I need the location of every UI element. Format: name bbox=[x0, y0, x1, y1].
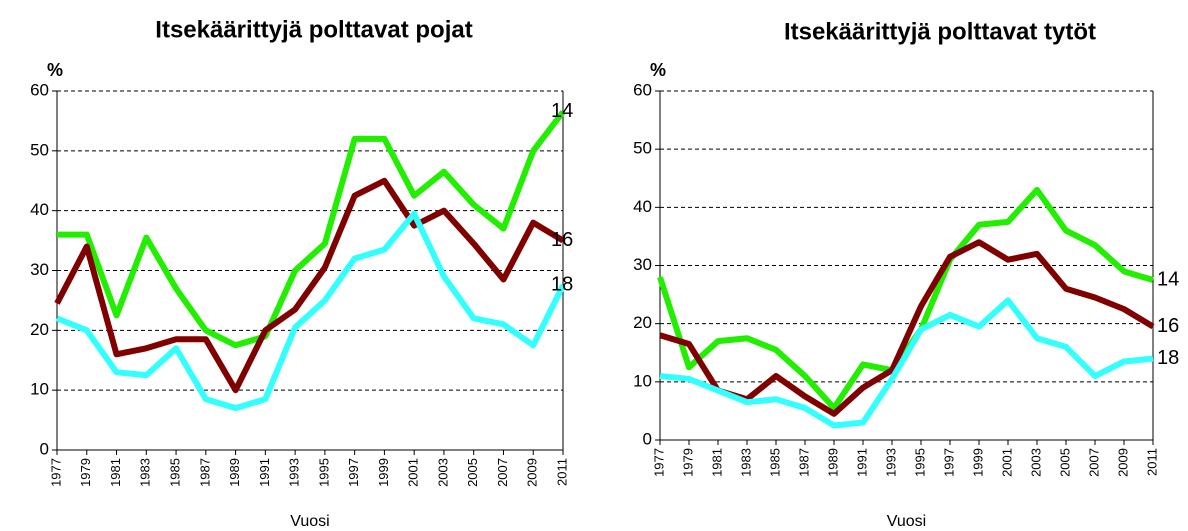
x-tick-label: 1991 bbox=[257, 458, 272, 487]
x-tick-label: 1989 bbox=[825, 448, 840, 477]
series-label: 14 bbox=[1157, 268, 1179, 290]
line-series bbox=[659, 297, 1154, 429]
y-axis-label: % bbox=[47, 60, 63, 80]
y-tick-label: 50 bbox=[633, 139, 652, 158]
x-tick-label: 2003 bbox=[1028, 448, 1043, 477]
y-axis-label: % bbox=[650, 60, 666, 80]
x-tick-label: 1997 bbox=[346, 458, 361, 487]
x-tick-label: 2007 bbox=[1086, 448, 1101, 477]
x-tick-label: 1995 bbox=[316, 458, 331, 487]
x-tick-label: 1987 bbox=[796, 448, 811, 477]
x-tick-label: 1991 bbox=[854, 448, 869, 477]
x-tick-label: 1981 bbox=[709, 448, 724, 477]
x-tick-label: 1977 bbox=[651, 448, 666, 477]
x-tick-label: 2011 bbox=[554, 458, 569, 486]
line-series bbox=[55, 210, 566, 412]
y-tick-label: 40 bbox=[30, 200, 49, 219]
x-tick-label: 1985 bbox=[767, 448, 782, 477]
y-tick-label: 20 bbox=[633, 313, 652, 332]
x-tick-label: 2003 bbox=[435, 458, 450, 487]
y-tick-label: 10 bbox=[633, 371, 652, 390]
x-tick-label: 1997 bbox=[941, 448, 956, 477]
x-tick-label: 2007 bbox=[495, 458, 510, 487]
x-tick-label: 1989 bbox=[227, 458, 242, 487]
line-series bbox=[54, 177, 565, 394]
series-label: 18 bbox=[1157, 347, 1179, 369]
y-tick-label: 0 bbox=[643, 429, 652, 448]
x-tick-label: 2011 bbox=[1144, 448, 1159, 476]
x-axis-label: Vuosi bbox=[290, 513, 329, 530]
y-tick-label: 10 bbox=[30, 380, 49, 399]
y-tick-label: 60 bbox=[30, 80, 49, 99]
x-tick-label: 2001 bbox=[999, 448, 1014, 477]
x-tick-label: 2009 bbox=[525, 458, 540, 487]
x-tick-label: 1993 bbox=[287, 458, 302, 487]
line-series bbox=[657, 186, 1154, 412]
x-tick-label: 2005 bbox=[465, 458, 480, 487]
series-label: 18 bbox=[551, 274, 573, 296]
x-tick-label: 1995 bbox=[912, 448, 927, 477]
y-tick-label: 30 bbox=[633, 255, 652, 274]
series-label: 16 bbox=[551, 229, 573, 251]
x-tick-label: 1977 bbox=[48, 458, 63, 487]
series-label: 16 bbox=[1157, 315, 1179, 337]
x-tick-label: 2009 bbox=[1115, 448, 1130, 477]
x-tick-label: 2001 bbox=[406, 458, 421, 487]
x-tick-label: 1979 bbox=[78, 458, 93, 487]
x-tick-label: 1999 bbox=[376, 458, 391, 487]
y-tick-label: 60 bbox=[633, 80, 652, 99]
y-tick-label: 0 bbox=[40, 439, 49, 458]
x-tick-label: 1981 bbox=[108, 458, 123, 487]
y-tick-label: 30 bbox=[30, 260, 49, 279]
series-label: 14 bbox=[551, 100, 573, 122]
x-tick-label: 1993 bbox=[883, 448, 898, 477]
x-tick-label: 2005 bbox=[1057, 448, 1072, 477]
x-tick-label: 1983 bbox=[738, 448, 753, 477]
y-tick-label: 20 bbox=[30, 320, 49, 339]
x-axis-label: Vuosi bbox=[887, 513, 926, 530]
chart-title: Itsekäärittyjä polttavat tytöt bbox=[784, 18, 1096, 45]
x-tick-label: 1999 bbox=[970, 448, 985, 477]
line-series bbox=[57, 110, 566, 349]
x-tick-label: 1985 bbox=[167, 458, 182, 487]
x-tick-label: 1983 bbox=[138, 458, 153, 487]
y-tick-label: 40 bbox=[633, 197, 652, 216]
chart-title: Itsekäärittyjä polttavat pojat bbox=[155, 16, 472, 43]
y-tick-label: 50 bbox=[30, 140, 49, 159]
line-series bbox=[659, 239, 1155, 417]
x-tick-label: 1987 bbox=[197, 458, 212, 487]
x-tick-label: 1979 bbox=[680, 448, 695, 477]
